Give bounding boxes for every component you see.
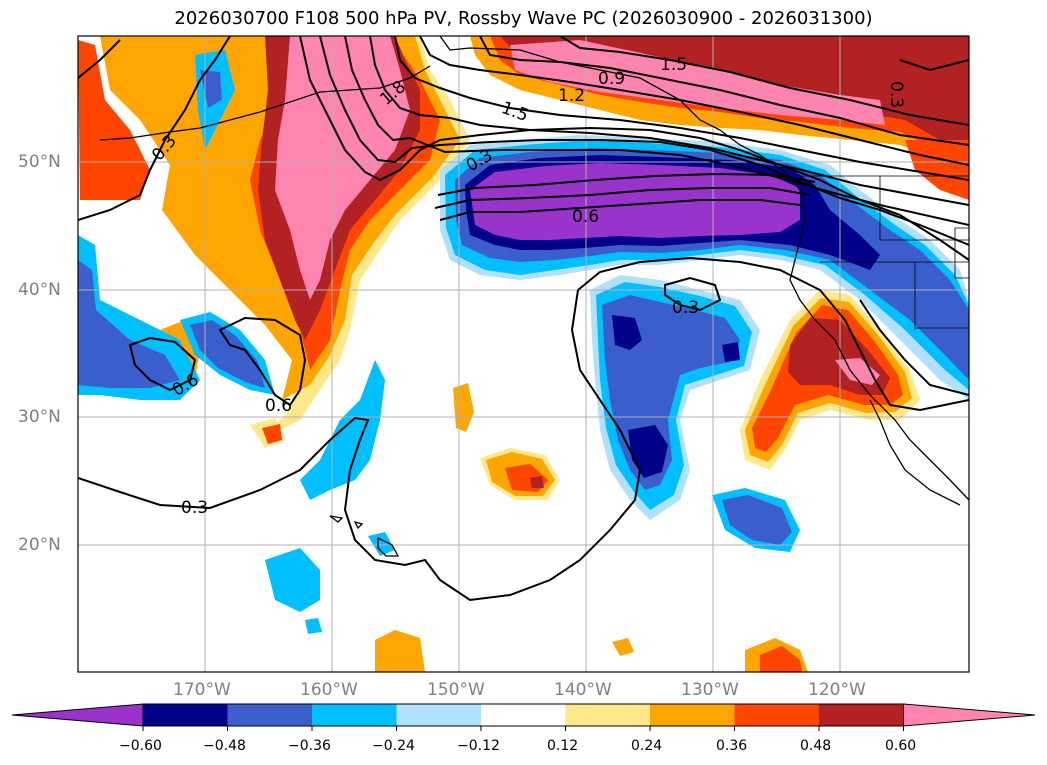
- contour-label: 0.3: [672, 298, 699, 318]
- colorbar-tick-label: −0.12: [457, 738, 500, 754]
- contour-label: 0.9: [598, 69, 625, 89]
- lon-label: 150°W: [427, 680, 485, 700]
- contour-jet-10: [434, 187, 811, 209]
- contour-jet-9: [439, 199, 801, 221]
- map-title: 2026030700 F108 500 hPa PV, Rossby Wave …: [174, 8, 873, 29]
- contour-jet-2: [319, 36, 969, 246]
- colorbar-tick-label: −0.48: [203, 738, 246, 754]
- lon-label: 120°W: [808, 680, 866, 700]
- contour-0-3-subtropical: [577, 256, 969, 412]
- coastline-north-america: [439, 36, 969, 501]
- lat-label: 30°N: [18, 407, 61, 427]
- lon-label: 170°W: [173, 680, 231, 700]
- lon-label: 130°W: [681, 680, 739, 700]
- colorbar-tick-label: 0.36: [716, 738, 748, 754]
- contour-label: 1.5: [660, 55, 687, 75]
- lat-label: 50°N: [18, 152, 61, 172]
- contour-label: 0.6: [265, 396, 292, 416]
- lat-label: 40°N: [18, 280, 61, 300]
- contour-0-3-small-loop: [664, 276, 722, 312]
- coastline-baja: [869, 399, 961, 506]
- coastline-aleutians: [99, 65, 431, 141]
- colorbar-tick-label: 0.24: [631, 738, 663, 754]
- contour-jet-8: [559, 36, 969, 126]
- contour-jet-4: [369, 36, 969, 206]
- colorbar-tick-label: 0.48: [800, 738, 832, 754]
- colorbar-tick-label: 0.60: [885, 738, 917, 754]
- contour-0-6-main: [78, 39, 121, 79]
- coastlines: [99, 36, 969, 557]
- contour-jet-6: [419, 36, 969, 166]
- contour-jet-5: [394, 36, 969, 181]
- colorbar-tick-label: −0.36: [288, 738, 331, 754]
- pv-contours: [78, 36, 969, 602]
- contour-0-3-northwest: [78, 36, 231, 221]
- contour-0-6-loop-b: [218, 316, 307, 407]
- lon-label: 160°W: [300, 680, 358, 700]
- contour-label: 1.2: [558, 86, 585, 106]
- lat-label: 20°N: [18, 535, 61, 555]
- contour-0-6-loop-a: [128, 336, 197, 392]
- contour-label: 0.6: [572, 207, 599, 227]
- contour-jet-11: [437, 172, 816, 196]
- contour-0-6-east: [899, 59, 969, 72]
- island-hawaii: [377, 536, 400, 557]
- contour-0-3-east-loop: [859, 299, 969, 396]
- contour-label: 0.3: [181, 498, 208, 518]
- colorbar-tick-label: −0.60: [119, 738, 162, 754]
- contour-label: 0.3: [886, 81, 906, 108]
- contour-0-3-central: [78, 289, 642, 602]
- colorbar-tick-label: 0.12: [547, 738, 579, 754]
- map-frame: [77, 35, 970, 673]
- colorbar-tick-label: −0.24: [372, 738, 415, 754]
- contour-jet-3: [344, 36, 969, 226]
- lon-label: 140°W: [554, 680, 612, 700]
- contour-jet-7: [479, 36, 969, 146]
